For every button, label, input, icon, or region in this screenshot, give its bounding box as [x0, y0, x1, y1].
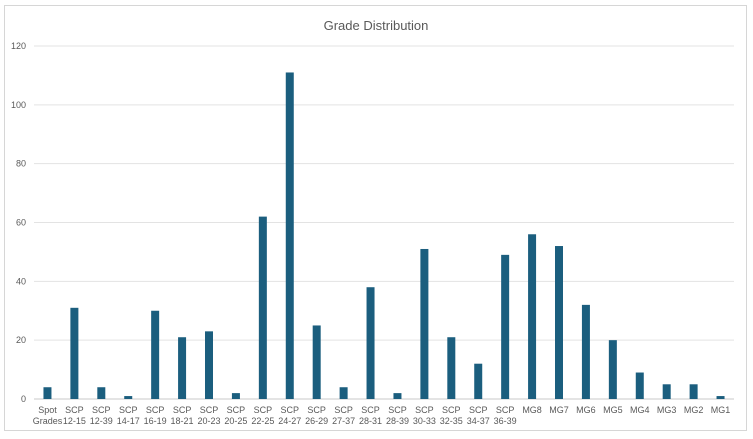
bar	[581, 304, 590, 399]
x-tick-label: SCP	[307, 405, 326, 415]
x-tick-label: 22-25	[251, 416, 274, 426]
x-tick-label: 20-23	[197, 416, 220, 426]
chart-title: Grade Distribution	[324, 18, 429, 33]
y-tick-label: 60	[16, 218, 26, 228]
bar	[231, 393, 240, 399]
bars	[43, 72, 725, 399]
gridlines	[34, 45, 734, 400]
x-tick-label: SCP	[334, 405, 353, 415]
bar	[97, 387, 106, 399]
x-tick-label: SCP	[415, 405, 434, 415]
x-tick-label: 28-39	[386, 416, 409, 426]
x-tick-label: 14-17	[117, 416, 140, 426]
y-tick-label: 40	[16, 276, 26, 286]
bar	[393, 393, 402, 399]
x-tick-label: SCP	[227, 405, 246, 415]
bar	[474, 363, 483, 399]
bar	[124, 396, 133, 399]
y-tick-label: 80	[16, 159, 26, 169]
x-tick-label: SCP	[469, 405, 488, 415]
bar	[70, 307, 79, 399]
y-axis-tick-labels: 0 20 40 60 80 100 120	[11, 41, 26, 404]
x-tick-label: MG7	[549, 405, 569, 415]
bar	[205, 331, 213, 399]
x-tick-label: SCP	[281, 405, 300, 415]
y-tick-label: 20	[16, 335, 26, 345]
x-tick-label: 28-31	[359, 416, 382, 426]
x-tick-label: 12-15	[63, 416, 86, 426]
x-tick-label: 20-25	[224, 416, 247, 426]
x-tick-label: SCP	[361, 405, 380, 415]
x-tick-label: MG6	[576, 405, 596, 415]
x-axis-tick-labels: SpotGradesSCP12-15SCP12-39SCP14-17SCP16-…	[33, 405, 731, 426]
x-tick-label: MG1	[711, 405, 731, 415]
bar	[635, 372, 644, 399]
x-tick-label: MG4	[630, 405, 650, 415]
y-tick-label: 100	[11, 100, 26, 110]
bar	[420, 248, 429, 399]
bar	[151, 310, 160, 399]
chart-area	[4, 5, 747, 431]
x-tick-label: 16-19	[144, 416, 167, 426]
x-tick-label: 27-37	[332, 416, 355, 426]
x-tick-label: MG5	[603, 405, 623, 415]
x-tick-label: SCP	[254, 405, 273, 415]
x-tick-label: SCP	[388, 405, 407, 415]
x-tick-label: 30-33	[413, 416, 436, 426]
x-tick-label: SCP	[146, 405, 165, 415]
bar	[555, 246, 563, 399]
bar	[178, 337, 187, 399]
bar	[258, 216, 267, 399]
x-tick-label: 26-29	[305, 416, 328, 426]
bar	[447, 337, 456, 399]
x-tick-label: MG2	[684, 405, 704, 415]
bar	[689, 384, 698, 399]
x-tick-label: SCP	[173, 405, 192, 415]
x-tick-label: 18-21	[171, 416, 194, 426]
x-tick-label: MG3	[657, 405, 677, 415]
bar	[608, 340, 617, 399]
x-tick-label: SCP	[65, 405, 84, 415]
x-tick-label: 24-27	[278, 416, 301, 426]
x-tick-label: Grades	[33, 416, 63, 426]
x-tick-label: 32-35	[440, 416, 463, 426]
bar	[366, 287, 375, 399]
x-tick-label: SCP	[496, 405, 515, 415]
bar	[339, 387, 348, 399]
x-tick-label: MG8	[522, 405, 542, 415]
x-tick-label: SCP	[119, 405, 138, 415]
y-tick-label: 0	[21, 394, 26, 404]
x-tick-label: SCP	[442, 405, 461, 415]
x-tick-label: 12-39	[90, 416, 113, 426]
bar	[501, 254, 510, 399]
bar	[285, 72, 294, 399]
bar	[662, 384, 671, 399]
bar	[43, 387, 52, 399]
bar	[312, 325, 321, 399]
y-tick-label: 120	[11, 41, 26, 51]
x-tick-label: SCP	[200, 405, 219, 415]
bar	[528, 234, 537, 399]
x-tick-label: Spot	[38, 405, 57, 415]
x-tick-label: 34-37	[467, 416, 490, 426]
x-tick-label: 36-39	[494, 416, 517, 426]
bar	[716, 396, 725, 399]
x-tick-label: SCP	[92, 405, 111, 415]
